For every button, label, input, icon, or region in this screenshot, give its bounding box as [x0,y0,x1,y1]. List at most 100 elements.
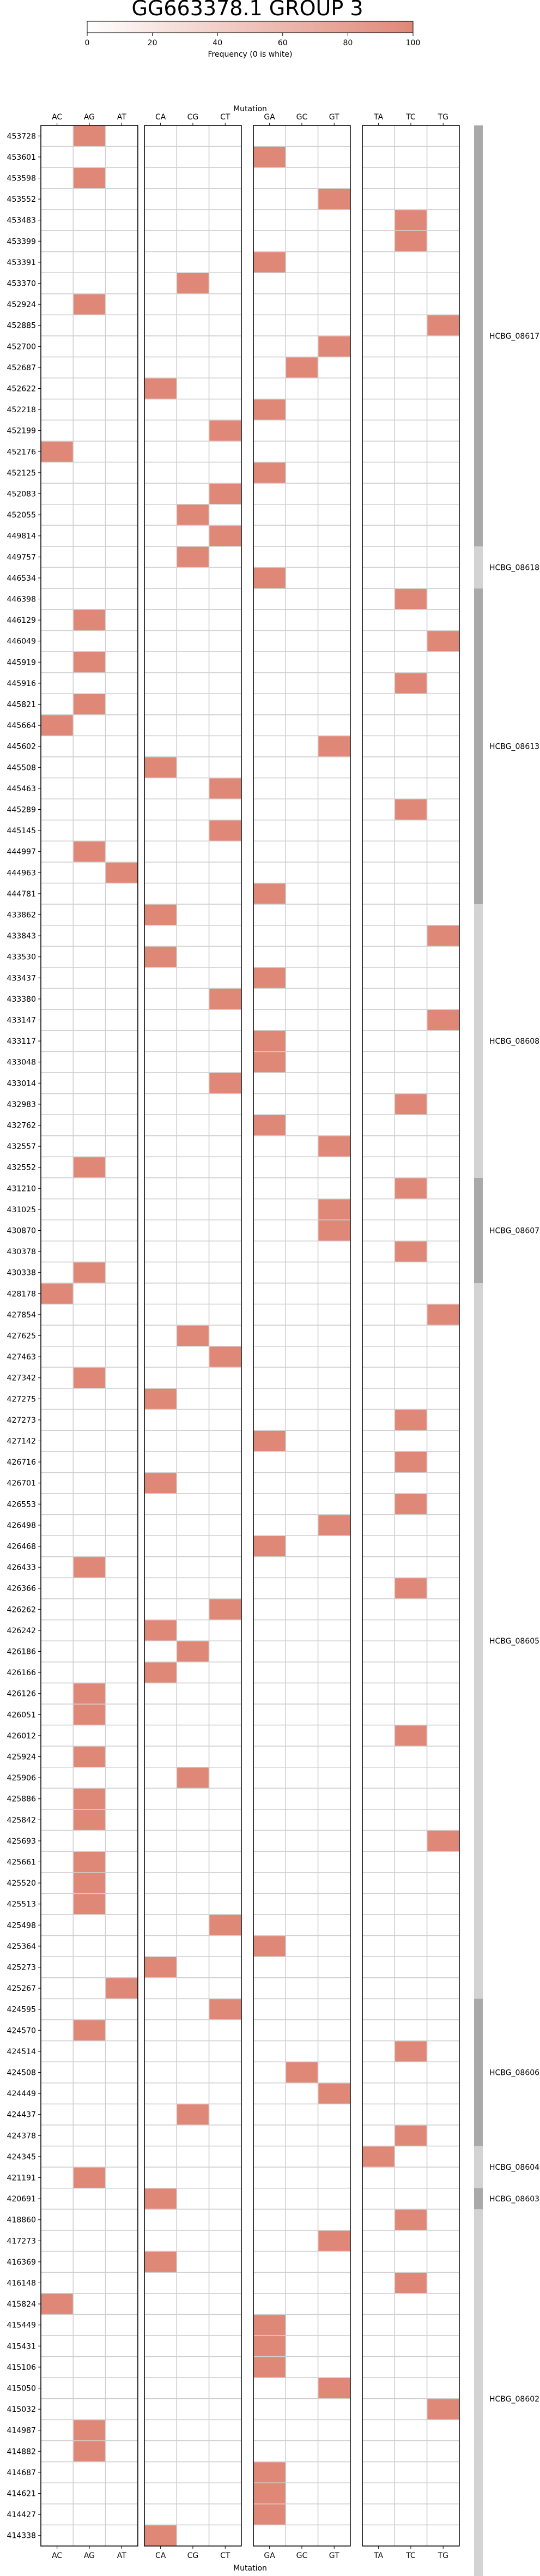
grid-cell [253,1346,287,1368]
grid-cell [208,609,242,631]
grid-cell [253,1135,287,1158]
grid-cell [426,167,460,189]
grid-cell [362,1851,396,1873]
row-label: 433437 [7,974,36,983]
grid-cell [394,946,428,968]
grid-cell [105,1577,138,1599]
grid-cell [285,1177,319,1200]
grid-cell [285,735,319,757]
grid-cell [176,777,210,799]
mutation-cell [395,588,427,610]
gene-label: HCBG_08617 [489,332,539,341]
grid-cell [144,1935,178,1957]
grid-cell [72,1472,106,1494]
grid-cell [105,2019,138,2042]
grid-cell [72,1598,106,1621]
grid-cell [72,1346,106,1368]
grid-cell [426,1177,460,1200]
grid-cell [105,946,138,968]
grid-cell [208,2461,242,2483]
grid-cell [317,377,351,400]
grid-cell [40,967,74,989]
grid-cell [317,1409,351,1431]
grid-cell [426,2356,460,2378]
grid-cell [394,167,428,189]
column-label-bottom: CT [220,2551,230,2560]
grid-cell [317,609,351,631]
grid-cell [40,777,74,799]
row-label: 425273 [7,1964,36,1972]
grid-cell [394,820,428,842]
grid-cell [285,441,319,463]
grid-cell [426,2482,460,2505]
grid-cell [394,399,428,421]
grid-cell [72,251,106,273]
mutation-cell [253,2504,286,2525]
mutation-cell [209,820,241,841]
grid-cell [40,1051,74,1073]
grid-cell [72,1219,106,1242]
grid-cell [72,1619,106,1641]
grid-cell [394,2356,428,2378]
grid-cell [176,2166,210,2189]
grid-cell [253,1093,287,1115]
grid-cell [317,1535,351,1557]
grid-cell [144,209,178,231]
grid-cell [285,1451,319,1473]
grid-cell [208,125,242,147]
gene-label: HCBG_08602 [489,2395,539,2404]
mutation-cell [318,2083,350,2104]
grid-cell [362,1598,396,1621]
grid-cell [362,1009,396,1031]
grid-cell [394,525,428,547]
grid-cell [362,2124,396,2147]
grid-cell [40,1346,74,1368]
grid-cell [105,230,138,252]
grid-cell [285,1346,319,1368]
column-label-bottom: CA [155,2551,166,2560]
grid-cell [72,2230,106,2252]
grid-cell [40,1640,74,1663]
grid-cell [285,777,319,799]
grid-cell [253,2230,287,2252]
row-label: 414987 [7,2427,36,2435]
mutation-cell [144,1957,177,1978]
grid-cell [105,967,138,989]
grid-cell [208,546,242,568]
grid-cell [426,1640,460,1663]
grid-cell [317,1303,351,1326]
grid-cell [394,609,428,631]
grid-cell [285,1156,319,1178]
grid-cell [208,1303,242,1326]
grid-cell [40,1093,74,1115]
grid-cell [208,1767,242,1789]
grid-cell [176,651,210,673]
grid-cell [144,1219,178,1242]
grid-cell [40,1009,74,1031]
grid-cell [176,1935,210,1957]
grid-cell [394,904,428,926]
grid-cell [72,441,106,463]
grid-cell [253,630,287,652]
column-label-bottom: AC [52,2551,62,2560]
grid-cell [176,2208,210,2231]
grid-cell [72,1998,106,2020]
grid-cell [72,756,106,779]
grid-cell [285,1724,319,1747]
grid-cell [208,2103,242,2126]
grid-cell [105,820,138,842]
mutation-cell [74,1809,105,1830]
grid-cell [176,1388,210,1410]
grid-cell [105,904,138,926]
grid-cell [208,1956,242,1978]
grid-cell [362,125,396,147]
grid-cell [176,1872,210,1894]
grid-cell [426,1241,460,1263]
grid-cell [72,1093,106,1115]
grid-cell [394,988,428,1010]
colorbar-tick-label: 80 [343,39,353,47]
mutation-cell [395,1725,427,1746]
grid-cell [426,1493,460,1515]
grid-cell [176,1662,210,1684]
row-label: 452176 [7,448,37,456]
